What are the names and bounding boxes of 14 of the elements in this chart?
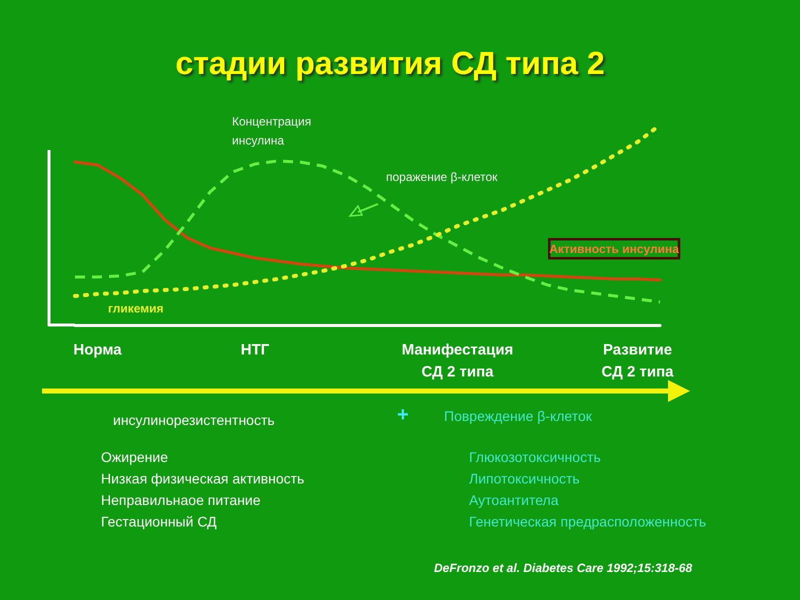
x-tick-label: НТГ: [240, 342, 270, 358]
text: Повреждение β-клеток: [444, 408, 593, 424]
series-label: Концентрация инсулина: [232, 114, 312, 148]
text: +: [397, 404, 409, 426]
x-tick-label: Норма: [73, 342, 122, 358]
chart-title: стадии развития СД типа 2: [175, 45, 605, 81]
x-tick-label: Манифестация СД 2 типа: [402, 342, 514, 380]
text: инсулинорезистентность: [113, 412, 275, 428]
text: Ожирение Низкая физическая активность Неправильнаое питание Гестационный СД: [101, 448, 304, 530]
text: Глюкозотоксичность Липотоксичность Аутоантитела Генетическая предрасположенность: [469, 448, 706, 530]
annotation: поражение β-клеток: [386, 170, 498, 184]
text: DeFronzo et al. Diabetes Care 1992;15:318-68: [434, 560, 692, 575]
series-label: гликемия: [108, 302, 164, 316]
x-tick-label: Развитие СД 2 типа: [602, 342, 674, 380]
